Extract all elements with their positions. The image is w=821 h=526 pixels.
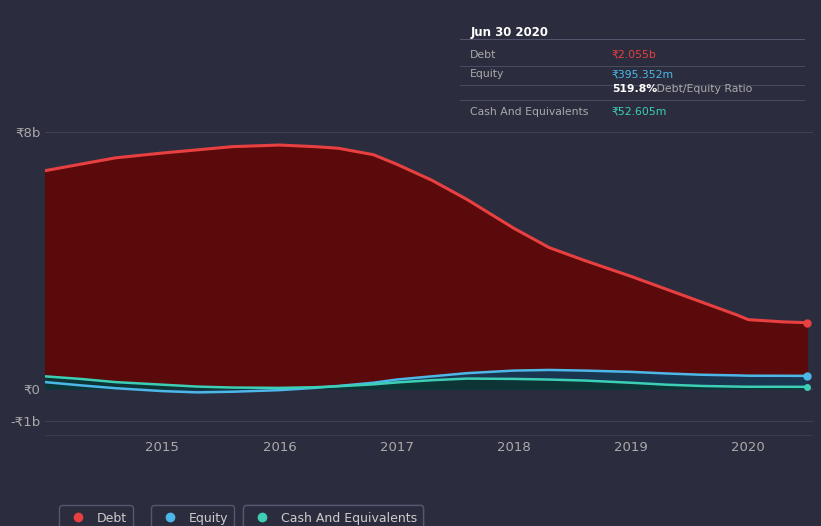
Text: Debt: Debt (470, 49, 497, 59)
Text: 519.8%: 519.8% (612, 84, 657, 94)
Text: ₹52.605m: ₹52.605m (612, 107, 667, 117)
Text: ₹2.055b: ₹2.055b (612, 49, 657, 59)
Text: Jun 30 2020: Jun 30 2020 (470, 26, 548, 39)
Text: Debt/Equity Ratio: Debt/Equity Ratio (654, 84, 753, 94)
Text: Cash And Equivalents: Cash And Equivalents (470, 107, 589, 117)
Text: ₹395.352m: ₹395.352m (612, 69, 674, 79)
Legend: Cash And Equivalents: Cash And Equivalents (243, 505, 423, 526)
Text: Equity: Equity (470, 69, 505, 79)
